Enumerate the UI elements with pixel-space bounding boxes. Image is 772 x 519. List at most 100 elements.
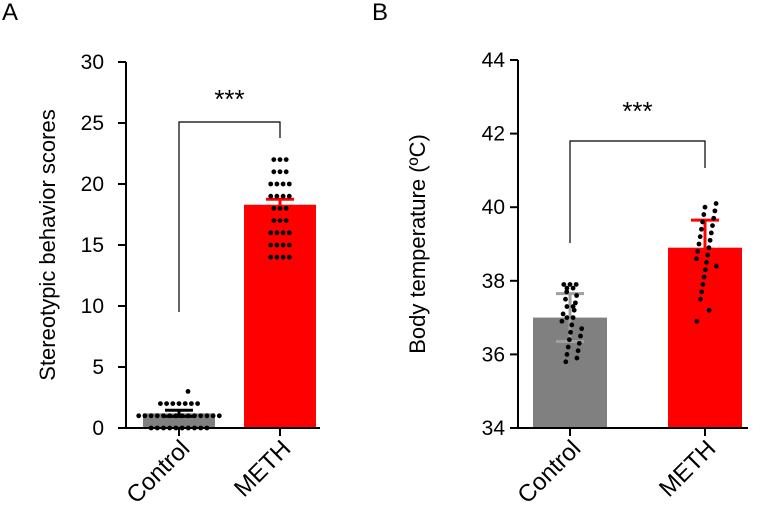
data-point-meth [274, 193, 280, 199]
data-point-meth [697, 234, 703, 240]
data-point-control [563, 359, 569, 365]
y-tick-label: 10 [81, 295, 104, 318]
data-point-control [179, 413, 185, 419]
data-point-meth [694, 318, 700, 324]
panel-a: A Stereotypic behavior scores 0 5 10 15 20 25 30… [2, 0, 320, 509]
y-tick-label: 25 [81, 112, 104, 135]
data-point-meth [705, 252, 711, 258]
bar-meth [244, 204, 316, 428]
data-point-control [195, 401, 201, 406]
data-point-control [560, 311, 566, 317]
x-tick-label-control: Control [121, 435, 195, 509]
data-point-control [563, 296, 568, 302]
x-tick-label-meth: METH [229, 435, 296, 502]
data-point-meth [274, 181, 280, 187]
y-tick-label: 34 [482, 417, 506, 440]
data-point-meth [700, 282, 706, 287]
data-point-control [210, 413, 216, 419]
x-tick-label-control: Control [512, 435, 586, 509]
panel-label: B [372, 0, 388, 26]
data-point-meth [283, 157, 289, 163]
data-point-control [189, 401, 194, 406]
significance-marker: *** [214, 84, 244, 114]
data-point-meth [286, 181, 292, 187]
data-point-control [564, 285, 570, 291]
data-point-meth [695, 248, 701, 254]
y-tick-label: 30 [81, 51, 104, 74]
data-point-control [574, 293, 579, 298]
data-point-meth [274, 242, 280, 248]
data-point-control [192, 413, 197, 419]
data-point-meth [283, 169, 289, 175]
data-point-control [167, 413, 173, 419]
data-point-meth [706, 245, 712, 251]
data-point-control [182, 401, 188, 406]
data-point-control [561, 282, 567, 287]
data-point-control [158, 401, 163, 406]
data-point-meth [268, 181, 274, 187]
data-point-control [570, 304, 576, 309]
data-point-meth [268, 254, 274, 260]
data-point-meth [706, 307, 712, 313]
data-point-control [198, 413, 204, 419]
x-tick-label-meth: METH [654, 435, 721, 502]
data-point-control [564, 352, 570, 357]
data-point-meth [277, 169, 283, 175]
significance-bracket [178, 121, 281, 312]
data-point-meth [274, 254, 280, 260]
data-point-meth [277, 157, 283, 163]
data-point-meth [271, 218, 277, 224]
data-point-meth [280, 242, 286, 248]
data-point-control [136, 413, 142, 419]
data-point-control [204, 413, 210, 419]
data-point-control [574, 355, 580, 361]
data-point-meth [711, 215, 717, 221]
data-point-control [164, 401, 170, 406]
data-point-meth [712, 208, 718, 214]
y-tick-label: 42 [482, 123, 505, 146]
y-axis-label: Body temperature (ºC) [405, 134, 430, 354]
data-point-meth [280, 181, 286, 187]
data-point-control [173, 413, 179, 419]
data-point-control [570, 285, 576, 291]
panel-label: A [2, 0, 18, 26]
data-point-control [170, 401, 176, 406]
data-point-control [567, 282, 573, 287]
data-point-meth [699, 226, 704, 232]
data-point-meth [268, 193, 274, 199]
data-point-control [564, 304, 570, 309]
data-point-control [216, 413, 222, 419]
data-point-control [176, 401, 182, 406]
data-point-meth [694, 256, 699, 262]
data-point-meth [701, 274, 707, 280]
y-tick-label: 38 [482, 270, 505, 293]
data-point-meth [277, 218, 283, 224]
data-point-meth [286, 230, 292, 236]
data-point-meth [268, 230, 274, 236]
data-point-control [142, 413, 148, 419]
panel-b: B Body temperature (ºC) 34 36 38 40 42 44 Contro… [372, 0, 748, 509]
y-tick-label: 40 [482, 196, 505, 219]
data-point-control [154, 413, 160, 419]
y-tick-label: 36 [482, 343, 505, 366]
data-point-meth [707, 237, 713, 243]
data-point-control [559, 318, 565, 324]
data-point-meth [271, 157, 277, 163]
data-point-meth [286, 242, 292, 248]
significance-marker: *** [622, 96, 652, 126]
data-point-meth [280, 230, 286, 236]
data-point-meth [283, 206, 289, 211]
y-tick-label: 44 [482, 49, 506, 72]
data-point-control [567, 337, 572, 343]
y-axis-label: Stereotypic behavior scores [35, 109, 60, 380]
data-point-control [573, 282, 579, 287]
data-point-control [578, 333, 583, 339]
data-point-meth [283, 218, 289, 224]
data-point-control [568, 329, 573, 335]
data-point-meth [708, 230, 714, 236]
data-point-meth [271, 169, 277, 175]
data-point-control [569, 322, 575, 328]
y-tick-label: 20 [81, 173, 104, 196]
data-point-meth [702, 204, 708, 210]
